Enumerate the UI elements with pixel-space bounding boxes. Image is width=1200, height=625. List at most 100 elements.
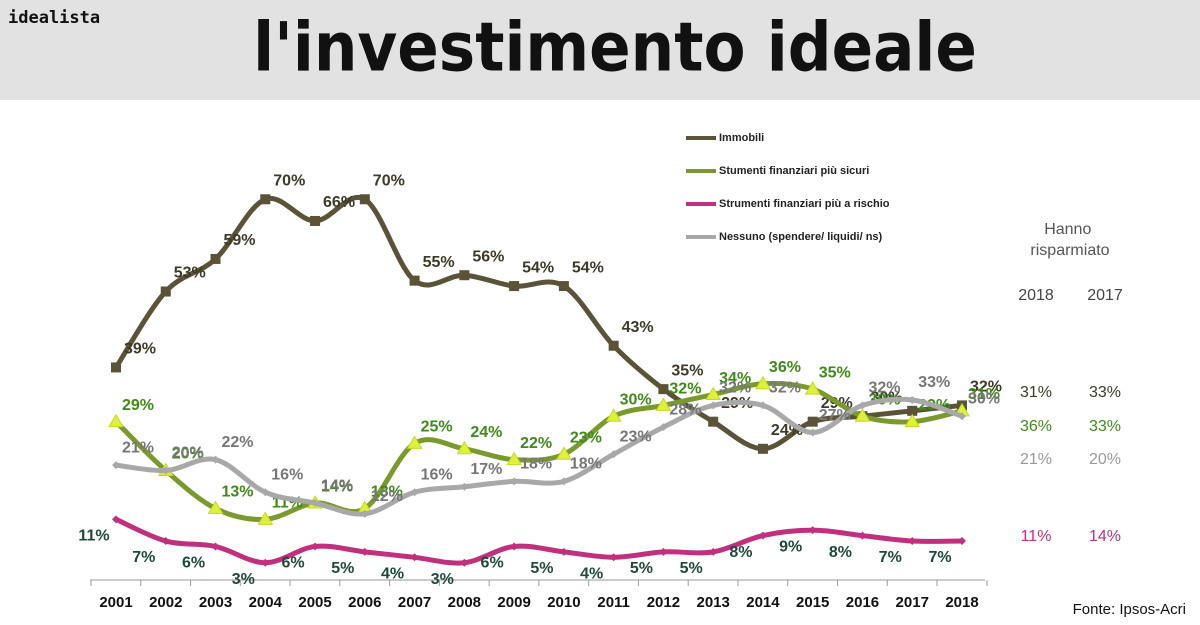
data-label: 35% [819,364,851,381]
series-line [114,517,963,566]
x-tick-label: 2011 [597,594,630,611]
marker [460,558,469,567]
data-label: 6% [281,555,304,572]
marker [456,440,473,455]
marker [260,194,271,205]
data-label: 5% [680,560,703,577]
legend-label: Strumenti finanziari più a rischio [719,198,890,210]
marker [509,281,520,292]
data-label: 13% [371,484,403,501]
data-label: 24% [470,424,502,441]
data-label: 70% [273,172,305,189]
data-label: 8% [829,544,852,561]
data-label: 5% [630,560,653,577]
data-label: 7% [879,549,902,566]
marker [108,413,124,428]
data-label: 43% [622,319,654,336]
data-label: 27% [819,407,851,424]
marker [406,435,423,449]
data-label: 32% [669,381,701,398]
marker [257,511,274,525]
data-label: 22% [520,435,552,452]
data-label: 32% [769,380,801,397]
legend-label: Stumenti finanziari più sicuri [719,165,869,177]
source: Fonte: Ipsos-Acri [1073,601,1186,618]
marker [659,423,668,432]
marker [609,553,618,562]
marker [112,515,120,524]
data-label: 3% [431,571,454,588]
marker [608,340,619,351]
data-label: 70% [373,172,405,189]
marker [506,451,522,466]
data-label: 7% [928,549,951,566]
x-tick-label: 2015 [796,594,829,611]
marker [410,488,419,497]
x-tick-label: 2018 [945,594,978,611]
data-label: 18% [570,456,602,473]
marker [807,416,818,427]
data-label: 28% [669,401,701,418]
table-cell: 36% [1020,418,1052,435]
marker [460,482,469,491]
marker [261,488,270,497]
series-line [115,396,963,517]
data-label: 20% [172,445,204,462]
marker [112,461,120,470]
marker [207,500,224,514]
marker [559,547,568,556]
data-label: 18% [520,456,552,473]
marker [709,401,718,410]
x-tick-label: 2009 [497,594,530,611]
x-tick-label: 2002 [149,594,182,611]
legend-label: Immobili [719,132,764,144]
table-title: Hanno risparmiato [1030,221,1109,259]
x-tick-label: 2006 [348,594,381,611]
marker [908,395,917,404]
marker [609,450,618,459]
data-label: 21% [122,439,154,456]
x-tick-label: 2013 [696,594,729,611]
table-cell: 11% [1021,528,1052,545]
marker [958,537,966,546]
data-label: 32% [970,379,1002,396]
data-label: 31% [968,386,1000,403]
marker [655,397,672,411]
table-cell: 33% [1089,384,1121,401]
data-label: 59% [224,232,256,249]
marker [556,446,572,460]
marker [360,509,369,518]
table-cell: 31% [1020,384,1052,401]
marker [211,455,220,464]
table-cell: 33% [1089,418,1121,435]
x-tick-label: 2016 [846,594,879,611]
marker [858,401,867,410]
marker [908,537,917,546]
data-label: 30% [620,391,652,408]
data-label: 36% [769,359,801,376]
marker [958,412,966,421]
marker [758,401,767,410]
table-cell: 14% [1089,528,1121,545]
data-label: 29% [122,397,154,414]
chart-title: l'investimento ideale [253,8,977,87]
data-label: 39% [124,341,156,358]
data-label: 16% [271,466,303,483]
data-label: 6% [182,555,205,572]
marker [854,408,871,422]
data-label: 9% [779,538,802,555]
data-label: 11% [78,528,109,545]
data-label: 54% [522,259,554,276]
x-tick-label: 2003 [199,594,232,611]
data-label: 13% [222,484,254,501]
marker [808,526,817,535]
data-label: 23% [570,429,602,446]
marker [758,531,767,540]
marker [659,547,668,556]
data-label: 22% [222,434,254,451]
marker [160,286,171,297]
x-tick-label: 2008 [448,594,481,611]
data-label: 20% [172,446,204,463]
marker [360,547,369,556]
